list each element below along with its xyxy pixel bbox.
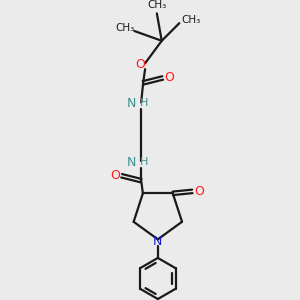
Text: O: O [110,169,120,182]
Text: H: H [140,98,148,108]
Text: O: O [165,71,175,84]
Text: O: O [135,58,145,71]
Text: CH₃: CH₃ [182,15,201,25]
Text: CH₃: CH₃ [115,23,134,33]
Text: CH₃: CH₃ [147,0,167,10]
Text: N: N [153,235,163,248]
Text: N: N [127,97,136,110]
Text: N: N [127,156,136,169]
Text: O: O [194,185,204,198]
Text: H: H [140,157,148,167]
